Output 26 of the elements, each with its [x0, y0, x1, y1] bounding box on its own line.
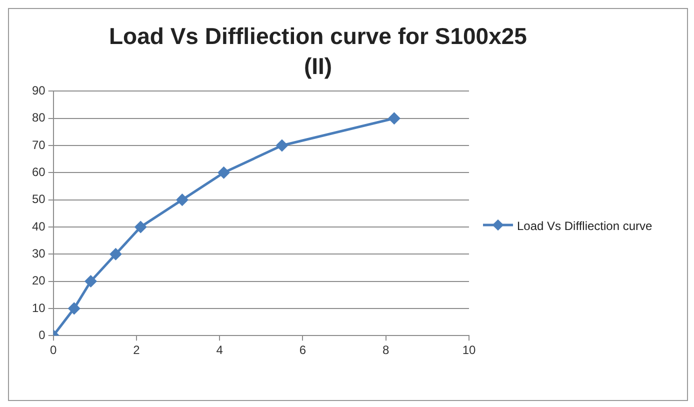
point — [388, 112, 400, 124]
x-tick-label: 4 — [216, 343, 224, 358]
x-tick-label: 6 — [299, 343, 306, 358]
y-tick-label: 50 — [32, 192, 46, 206]
point — [218, 166, 230, 178]
legend-label: Load Vs Diffliection curve — [517, 218, 652, 234]
point — [276, 140, 288, 152]
point — [176, 194, 188, 206]
y-tick-label: 0 — [38, 328, 46, 342]
y-tick-label: 20 — [32, 274, 46, 288]
y-tick-label: 90 — [32, 84, 46, 98]
chart-title: Load Vs Diffliection curve for S100x25 (II) — [108, 22, 528, 81]
y-tick-label: 60 — [32, 164, 46, 179]
y-tick-label: 70 — [32, 138, 46, 152]
x-tick-label: 10 — [462, 343, 476, 358]
point — [85, 276, 97, 288]
x-tick-label: 0 — [50, 343, 58, 358]
y-tick-label: 30 — [32, 246, 46, 260]
point — [110, 248, 122, 260]
x-tick-label: 2 — [133, 343, 140, 358]
y-tick-label: 40 — [32, 219, 46, 234]
point — [134, 221, 146, 233]
point — [68, 302, 80, 314]
x-tick-label: 8 — [382, 343, 390, 358]
y-tick-label: 80 — [32, 110, 46, 125]
y-tick-label: 10 — [32, 300, 46, 315]
